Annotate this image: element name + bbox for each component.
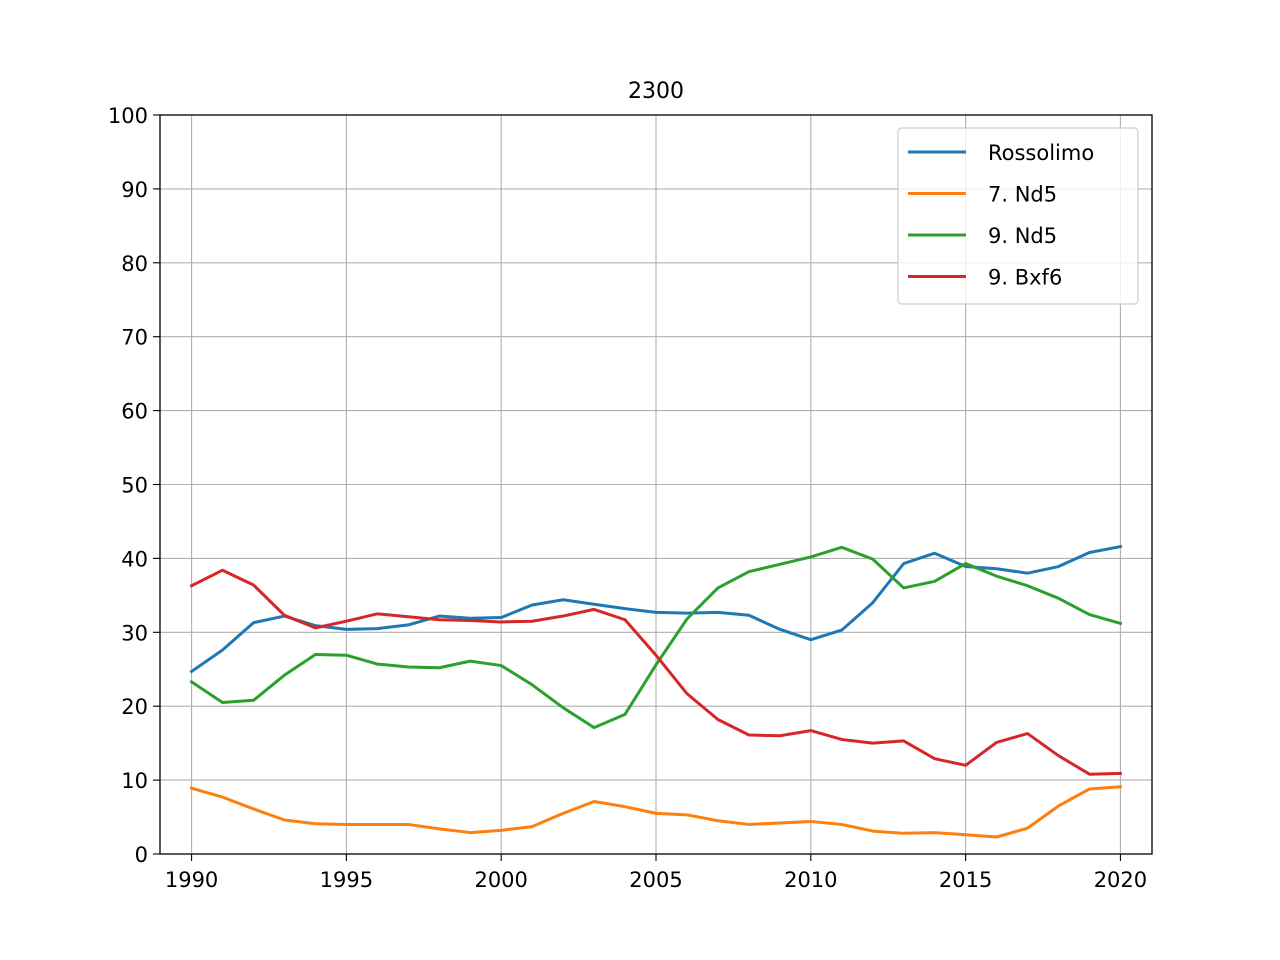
legend-box: [897, 127, 1139, 305]
y-tick-label: 90: [121, 178, 148, 202]
x-tick-label: 2010: [784, 868, 837, 892]
y-tick-label: 100: [108, 104, 148, 128]
x-tick-label: 2005: [629, 868, 682, 892]
axis-ticks: 1990 1995 2000 2005 2010 2015 2020 0 10 20 30 40 50 6…: [108, 104, 1147, 892]
legend-label: 7. Nd5: [988, 183, 1057, 207]
series-line-3: [189, 545, 1123, 730]
x-tick-label: 2020: [1094, 868, 1147, 892]
y-tick-label: 0: [135, 843, 148, 867]
x-tick-label: 2015: [939, 868, 992, 892]
y-tick-label: 70: [121, 326, 148, 350]
y-tick-label: 10: [121, 769, 148, 793]
legend-label: Rossolimo: [988, 141, 1094, 165]
y-tick-label: 40: [121, 547, 148, 571]
series-line-1: [189, 544, 1123, 674]
series-lines: [189, 544, 1123, 839]
x-tick-label: 1990: [165, 868, 218, 892]
legend-label: 9. Bxf6: [988, 266, 1062, 290]
y-tick-label: 50: [121, 474, 148, 498]
y-tick-label: 80: [121, 252, 148, 276]
chart-title: 2300: [628, 79, 684, 104]
series-line-2: [189, 785, 1123, 839]
series-line-4: [189, 568, 1122, 776]
x-tick-label: 2000: [474, 868, 527, 892]
y-tick-label: 60: [121, 400, 148, 424]
y-tick-label: 20: [121, 695, 148, 719]
x-tick-label: 1995: [320, 868, 373, 892]
y-tick-label: 30: [121, 621, 148, 645]
legend: Rossolimo 7. Nd5 9. Nd5 9. Bxf6: [897, 127, 1139, 305]
legend-label: 9. Nd5: [988, 224, 1057, 248]
